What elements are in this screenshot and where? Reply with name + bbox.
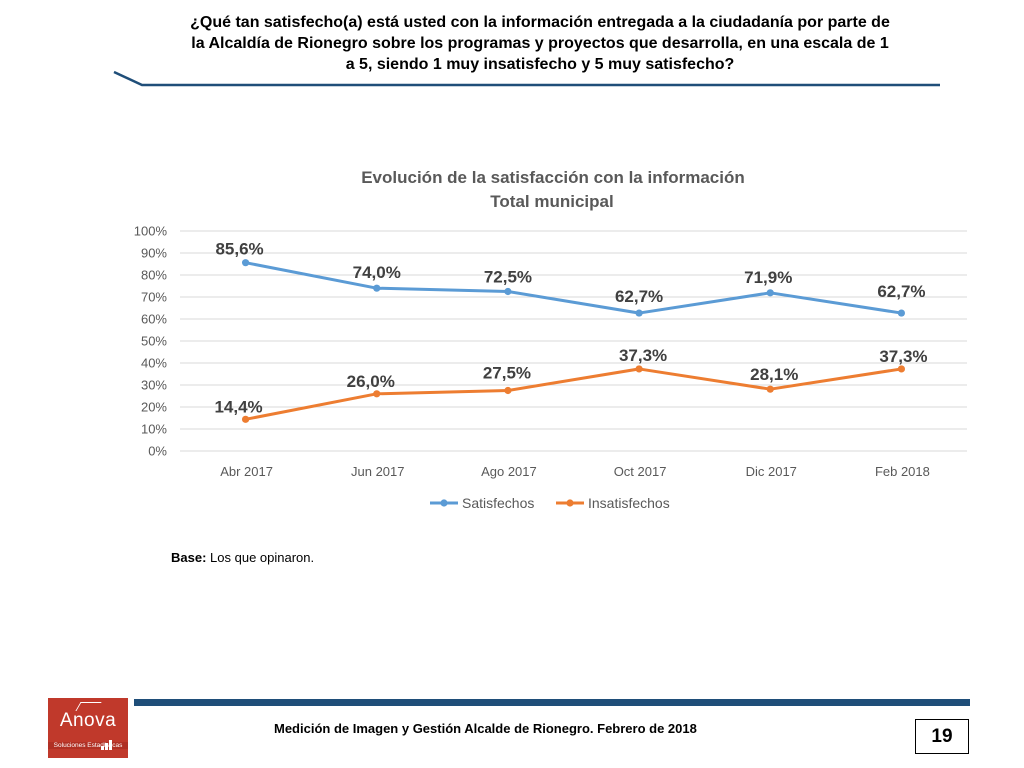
data-point	[373, 390, 381, 398]
y-tick-label: 30%	[141, 378, 167, 393]
data-label: 62,7%	[877, 282, 925, 301]
y-tick-label: 50%	[141, 334, 167, 349]
data-label: 26,0%	[347, 372, 395, 391]
data-label: 37,3%	[879, 347, 927, 366]
legend-entry: Insatisfechos	[588, 495, 670, 511]
legend-marker	[440, 499, 448, 507]
data-label: 14,4%	[214, 397, 262, 416]
y-tick-label: 20%	[141, 400, 167, 415]
logo-bars-icon	[101, 732, 113, 750]
data-label: 71,9%	[744, 268, 792, 287]
data-label: 62,7%	[615, 287, 663, 306]
page-number: 19	[915, 719, 969, 754]
logo-tagline: Soluciones Estadísticas	[48, 742, 128, 749]
data-point	[635, 309, 643, 317]
data-point	[241, 259, 250, 267]
data-point	[504, 386, 512, 395]
y-tick-label: 60%	[141, 312, 167, 327]
y-tick-label: 70%	[141, 290, 167, 305]
legend-marker	[566, 499, 574, 507]
y-tick-label: 80%	[141, 268, 167, 283]
y-tick-label: 40%	[141, 356, 167, 371]
data-label: 74,0%	[353, 263, 401, 282]
series	[241, 259, 906, 423]
data-label: 37,3%	[619, 346, 667, 365]
base-note-label: Base:	[171, 550, 207, 565]
chart-subtitle: Total municipal	[490, 192, 613, 211]
x-tick-label: Oct 2017	[614, 464, 667, 479]
legend-entry: Satisfechos	[462, 495, 534, 511]
data-point	[897, 365, 906, 373]
question-line: ¿Qué tan satisfecho(a) está usted con la…	[190, 14, 890, 31]
question-text: ¿Qué tan satisfecho(a) está usted con la…	[150, 12, 930, 75]
data-point	[897, 309, 906, 317]
header-rule	[113, 70, 940, 87]
data-point	[241, 415, 250, 423]
x-tick-label: Feb 2018	[875, 464, 930, 479]
data-label: 72,5%	[484, 268, 532, 287]
data-point	[373, 284, 381, 292]
legend: Satisfechos Insatisfechos	[430, 495, 670, 511]
data-point	[766, 289, 774, 297]
question-line: a 5, siendo 1 muy insatisfecho y 5 muy s…	[345, 56, 735, 73]
footer-bar	[134, 699, 970, 706]
y-tick-label: 0%	[148, 444, 167, 459]
data-point	[504, 287, 512, 296]
data-labels: 85,6% 74,0% 72,5% 62,7% 71,9% 62,7% 14,4% 26,0%…	[214, 240, 927, 417]
x-tick-label: Dic 2017	[746, 464, 797, 479]
data-point	[766, 385, 774, 393]
base-note-text: Los que opinaron.	[206, 550, 315, 565]
gridlines	[180, 230, 967, 452]
y-tick-label: 10%	[141, 422, 167, 437]
chart-title: Evolución de la satisfacción con la info…	[361, 168, 745, 187]
y-tick-label: 100%	[134, 224, 168, 239]
x-tick-label: Ago 2017	[481, 464, 537, 479]
footer-text: Medición de Imagen y Gestión Alcalde de …	[274, 721, 697, 736]
series-line-insatisfechos	[245, 367, 902, 421]
data-label: 85,6%	[215, 240, 263, 259]
anova-logo: Anova Soluciones Estadísticas	[48, 698, 128, 758]
series-line-satisfechos	[245, 261, 902, 315]
x-tick-label: Jun 2017	[351, 464, 405, 479]
data-label: 28,1%	[750, 365, 798, 384]
base-note: Base: Los que opinaron.	[171, 550, 314, 565]
y-tick-label: 90%	[141, 246, 167, 261]
question-line: la Alcaldía de Rionegro sobre los progra…	[191, 35, 889, 52]
x-tick-label: Abr 2017	[220, 464, 273, 479]
data-point	[635, 365, 643, 373]
logo-name: Anova	[59, 710, 117, 731]
axes: 0% 10% 20% 30% 40% 50% 60% 70% 80% 90% 100% Abr 201…	[134, 224, 930, 480]
data-label: 27,5%	[483, 364, 531, 383]
